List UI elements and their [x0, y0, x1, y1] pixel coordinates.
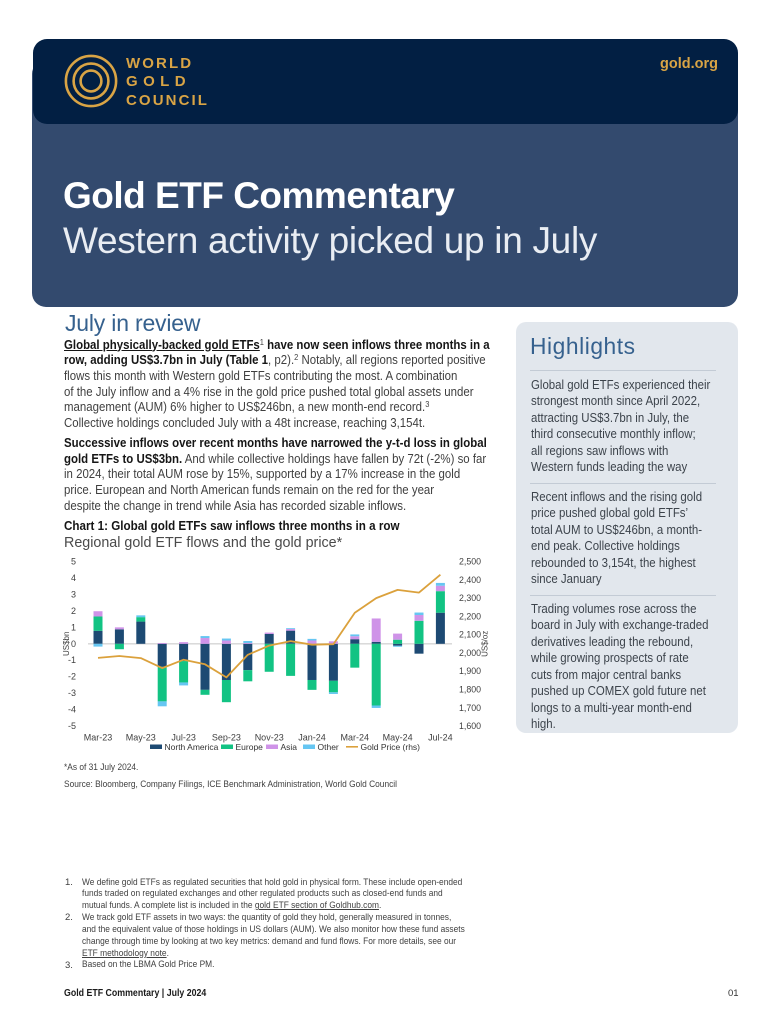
svg-text:Asia: Asia [281, 742, 298, 752]
svg-text:US$bn: US$bn [62, 632, 71, 656]
svg-text:Europe: Europe [236, 742, 264, 752]
svg-text:Gold Price (rhs): Gold Price (rhs) [361, 742, 421, 752]
svg-text:2,500: 2,500 [459, 557, 481, 567]
svg-text:Other: Other [318, 742, 339, 752]
svg-text:-2: -2 [68, 672, 76, 682]
svg-text:2: 2 [71, 606, 76, 616]
svg-text:US$/oz: US$/oz [481, 631, 490, 657]
svg-text:-5: -5 [68, 721, 76, 731]
svg-text:May-23: May-23 [126, 733, 156, 743]
svg-text:Jul-23: Jul-23 [171, 733, 196, 743]
svg-text:1,600: 1,600 [459, 721, 481, 731]
svg-text:Jul-24: Jul-24 [428, 733, 453, 743]
svg-text:0: 0 [71, 639, 76, 649]
svg-text:1,800: 1,800 [459, 685, 481, 695]
svg-text:2,300: 2,300 [459, 593, 481, 603]
svg-text:Mar-24: Mar-24 [341, 733, 370, 743]
svg-text:Sep-23: Sep-23 [212, 733, 241, 743]
svg-text:2,400: 2,400 [459, 575, 481, 585]
svg-text:4: 4 [71, 573, 76, 583]
svg-text:May-24: May-24 [383, 733, 413, 743]
svg-text:-3: -3 [68, 688, 76, 698]
svg-text:5: 5 [71, 557, 76, 567]
svg-text:Jan-24: Jan-24 [298, 733, 326, 743]
svg-text:1,700: 1,700 [459, 703, 481, 713]
svg-text:-4: -4 [68, 705, 76, 715]
svg-text:Nov-23: Nov-23 [255, 733, 284, 743]
svg-text:1: 1 [71, 622, 76, 632]
svg-text:-1: -1 [68, 655, 76, 665]
svg-text:2,100: 2,100 [459, 630, 481, 640]
svg-text:2,000: 2,000 [459, 648, 481, 658]
svg-text:3: 3 [71, 589, 76, 599]
svg-text:2,200: 2,200 [459, 611, 481, 621]
svg-text:Mar-23: Mar-23 [84, 733, 113, 743]
svg-text:1,900: 1,900 [459, 666, 481, 676]
svg-text:North America: North America [165, 742, 219, 752]
